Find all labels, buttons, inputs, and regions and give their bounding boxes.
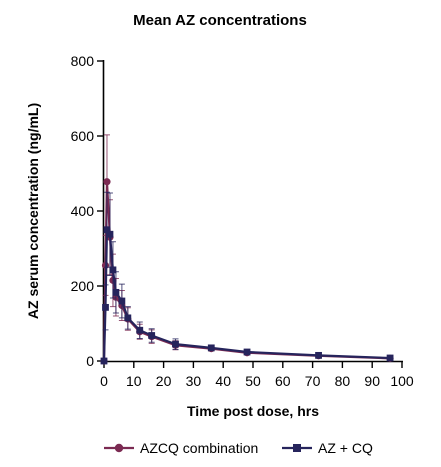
- data-point: [109, 266, 117, 274]
- legend-item-0: AZCQ combination: [104, 440, 258, 456]
- x-tick-label: 50: [245, 373, 261, 389]
- x-axis-ticks: 0 10 20 30 40 50 60 70 80 90 100: [100, 361, 414, 389]
- y-tick-label: 400: [71, 203, 95, 219]
- x-tick-label: 10: [126, 373, 142, 389]
- data-point: [315, 351, 322, 359]
- data-point: [136, 326, 144, 334]
- data-point: [207, 344, 215, 352]
- series-line: [102, 228, 391, 362]
- legend-item-1: AZ + CQ: [282, 440, 373, 456]
- data-point: [148, 332, 156, 339]
- series-1: [100, 191, 394, 365]
- y-tick-label: 600: [71, 128, 95, 144]
- y-tick-label: 800: [71, 53, 95, 69]
- y-tick-label: 200: [71, 278, 95, 294]
- x-tick-label: 60: [275, 373, 291, 389]
- x-tick-label: 40: [215, 373, 231, 389]
- data-point: [386, 354, 394, 362]
- series-0: [100, 134, 394, 365]
- plot-area: [100, 134, 394, 365]
- x-tick-label: 70: [305, 373, 321, 389]
- legend-marker: [114, 443, 124, 453]
- data-point: [172, 340, 179, 348]
- y-axis-label: AZ serum concentration (ng/mL): [25, 103, 41, 319]
- x-tick-label: 30: [186, 373, 202, 389]
- data-point: [100, 357, 108, 365]
- x-tick-label: 90: [364, 373, 380, 389]
- y-axis-ticks: 0 200 400 600 800: [71, 53, 104, 369]
- x-tick-label: 0: [100, 373, 108, 389]
- data-point: [102, 303, 109, 311]
- data-point: [103, 226, 111, 234]
- data-point: [118, 297, 126, 305]
- y-tick-label: 0: [86, 353, 94, 369]
- legend-label: AZCQ combination: [140, 440, 258, 456]
- legend: AZCQ combination AZ + CQ: [104, 440, 373, 456]
- data-point: [243, 348, 251, 356]
- legend-marker: [293, 444, 301, 452]
- chart-title: Mean AZ concentrations: [133, 12, 307, 29]
- data-point: [106, 230, 114, 238]
- x-tick-label: 80: [335, 373, 351, 389]
- data-point: [103, 178, 111, 186]
- data-point: [112, 288, 120, 296]
- x-axis-label: Time post dose, hrs: [187, 403, 319, 419]
- legend-label: AZ + CQ: [318, 440, 373, 456]
- x-tick-label: 100: [390, 373, 414, 389]
- x-tick-label: 20: [156, 373, 172, 389]
- data-point: [124, 314, 132, 322]
